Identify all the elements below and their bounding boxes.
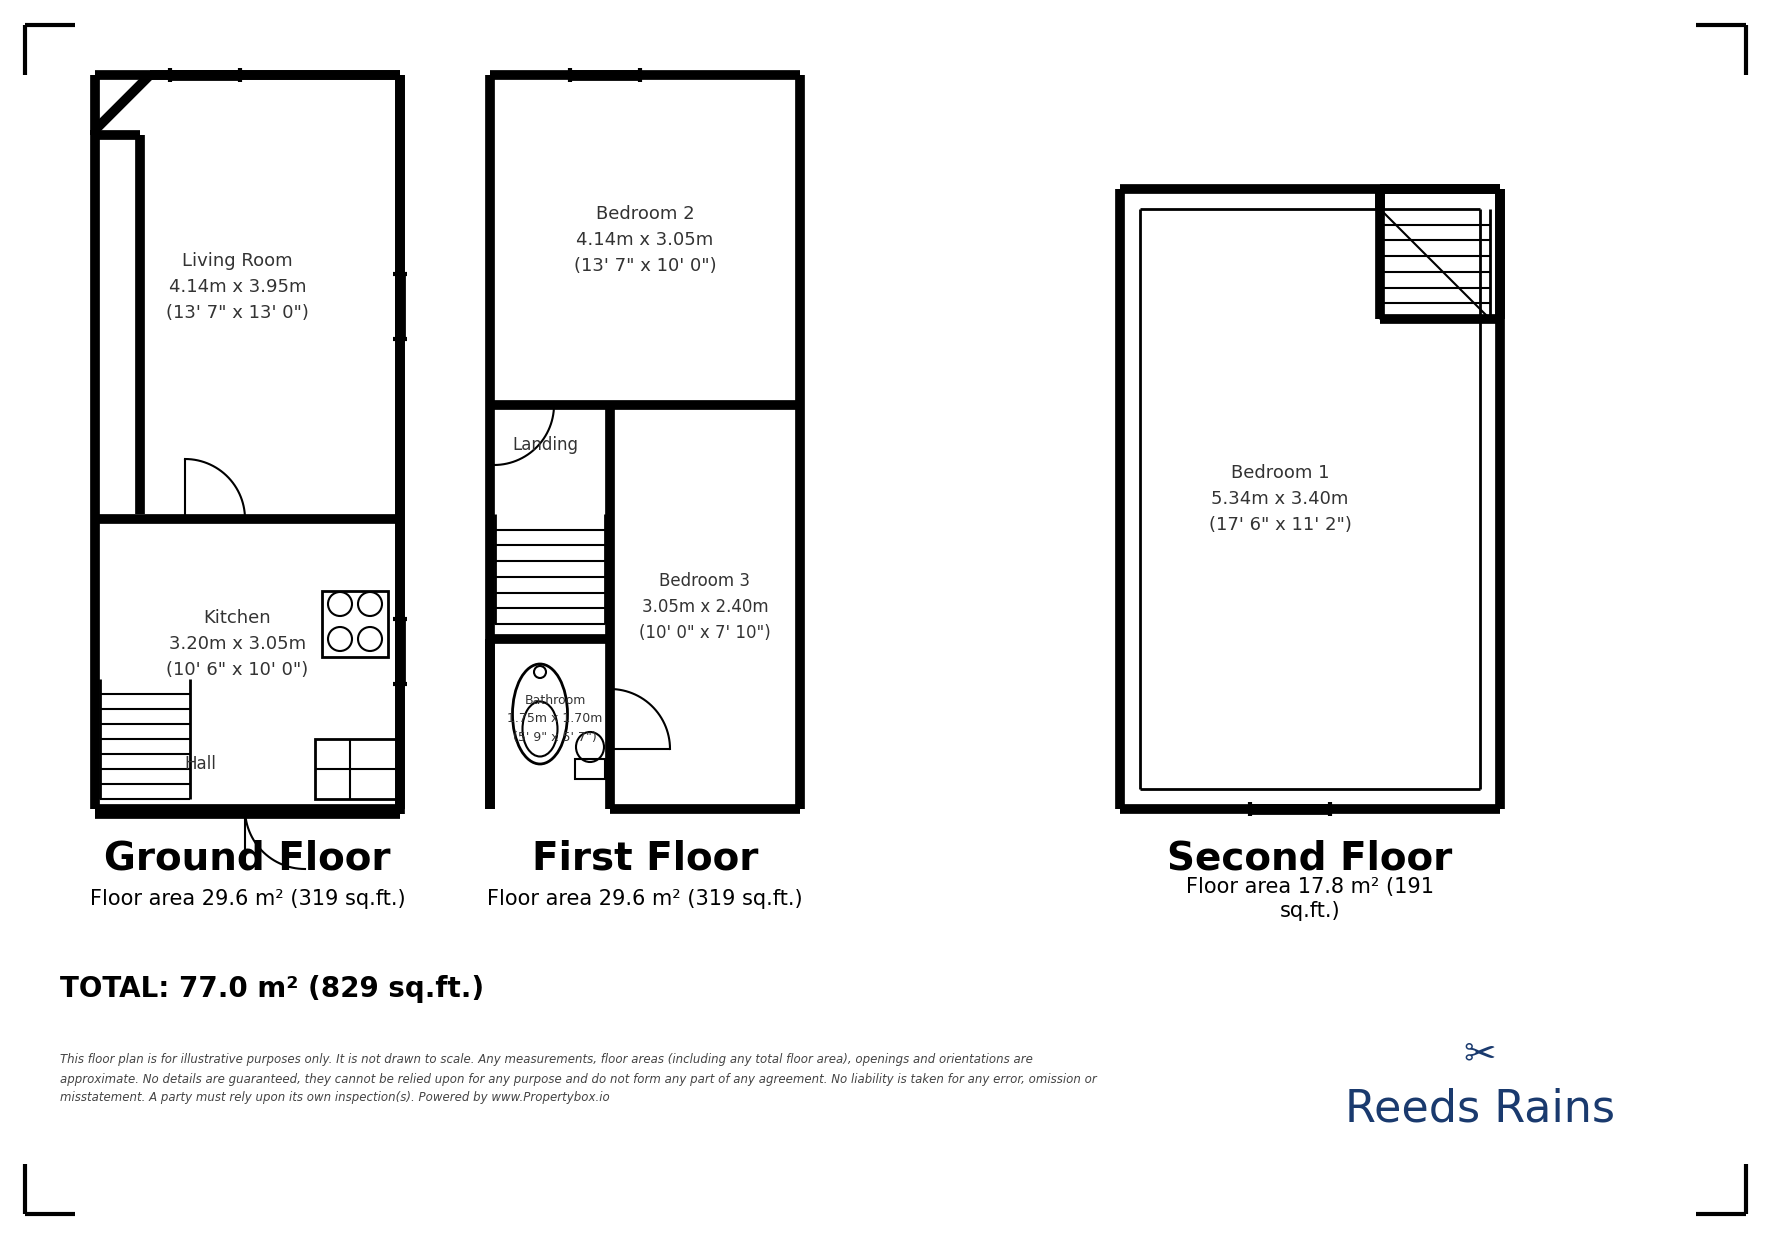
Text: Bedroom 3
3.05m x 2.40m
(10' 0" x 7' 10"): Bedroom 3 3.05m x 2.40m (10' 0" x 7' 10"… [639,571,770,642]
Bar [1250,804,1330,814]
Text: Second Floor: Second Floor [1167,840,1452,878]
Text: TOTAL: 77.0 m² (829 sq.ft.): TOTAL: 77.0 m² (829 sq.ft.) [60,975,483,1004]
Bar [322,591,388,657]
Text: Hall: Hall [184,755,216,773]
Bar [395,274,406,339]
Text: Living Room
4.14m x 3.95m
(13' 7" x 13' 0"): Living Room 4.14m x 3.95m (13' 7" x 13' … [166,252,308,322]
Bar [576,760,606,779]
Bar [315,738,397,799]
Text: Landing: Landing [512,436,577,453]
Bar [395,620,406,684]
Text: Bathroom
1.75m x 1.70m
(5' 9" x 5' 7"): Bathroom 1.75m x 1.70m (5' 9" x 5' 7") [507,695,602,743]
Text: Ground Floor: Ground Floor [104,840,391,878]
Text: First Floor: First Floor [531,840,758,878]
Text: Floor area 17.8 m² (191
sq.ft.): Floor area 17.8 m² (191 sq.ft.) [1187,877,1435,921]
Bar [244,805,305,813]
Text: Bedroom 2
4.14m x 3.05m
(13' 7" x 10' 0"): Bedroom 2 4.14m x 3.05m (13' 7" x 10' 0"… [574,204,715,275]
Text: Kitchen
3.20m x 3.05m
(10' 6" x 10' 0"): Kitchen 3.20m x 3.05m (10' 6" x 10' 0") [166,608,308,679]
Text: Reeds Rains: Reeds Rains [1344,1088,1615,1130]
Bar [494,401,554,409]
Text: Floor area 29.6 m² (319 sq.ft.): Floor area 29.6 m² (319 sq.ft.) [90,890,406,909]
Text: Bedroom 1
5.34m x 3.40m
(17' 6" x 11' 2"): Bedroom 1 5.34m x 3.40m (17' 6" x 11' 2"… [1208,463,1351,534]
Text: This floor plan is for illustrative purposes only. It is not drawn to scale. Any: This floor plan is for illustrative purp… [60,1053,1096,1104]
Bar [170,69,241,81]
Bar [1380,190,1500,318]
Text: Floor area 29.6 m² (319 sq.ft.): Floor area 29.6 m² (319 sq.ft.) [487,890,802,909]
Text: ✂: ✂ [1463,1035,1496,1073]
Bar [606,689,615,750]
Bar [184,515,244,523]
Bar [570,69,639,81]
